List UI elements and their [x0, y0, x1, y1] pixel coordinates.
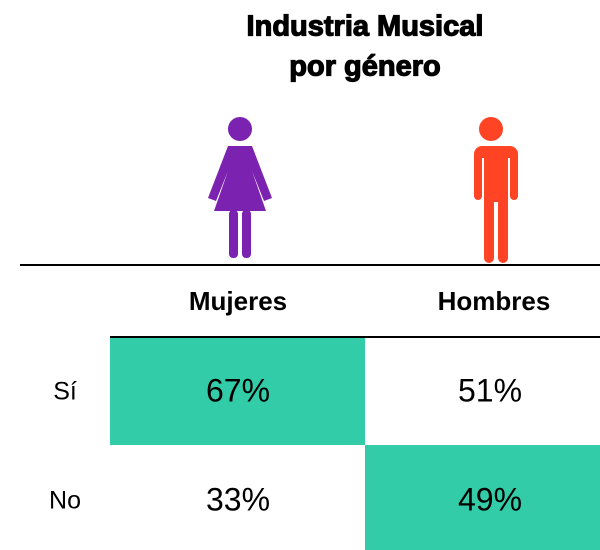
title-line: Industria Musical [247, 11, 484, 43]
row-label: Sí [53, 378, 77, 406]
man-icon [472, 117, 518, 263]
column-header: Mujeres [189, 286, 287, 316]
row-label: No [49, 487, 81, 515]
cell: 51% [458, 372, 522, 408]
cell: 33% [206, 481, 270, 517]
cell: 67% [206, 372, 270, 408]
title-line: por género [289, 51, 440, 83]
cell: 49% [458, 481, 522, 517]
column-header: Hombres [438, 286, 551, 316]
woman-icon [208, 117, 272, 258]
highlight-cell [110, 338, 365, 445]
highlight-cell [365, 445, 600, 550]
